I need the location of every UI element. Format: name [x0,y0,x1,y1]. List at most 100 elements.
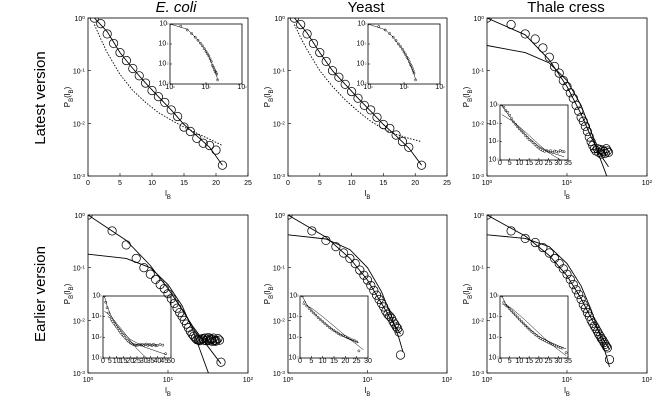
data-point [327,66,338,76]
data-point [391,322,401,332]
inset-x-tick-label: 101 [201,84,211,91]
inset-fit-curve [368,24,416,80]
fit-curve-solid [487,234,610,368]
x-tick-label: 20 [212,180,220,187]
inset-data-point [343,335,347,338]
inset-data-point [124,337,128,341]
inset-data-point [135,343,139,347]
inset-data-point [357,349,361,353]
inset-data-point [138,343,142,346]
fit-curve-dotted [93,24,223,146]
inset-plot-area [500,296,568,356]
inset-x-tick-label: 102 [435,84,445,91]
inset-data-point [126,338,129,342]
data-point [584,132,594,142]
data-point [145,269,155,279]
plot-area [487,215,615,368]
data-point [213,334,223,344]
data-point [520,233,530,243]
data-point [366,280,376,290]
plot-area [487,18,614,176]
inset-data-point [132,343,136,347]
inset-data-point [341,334,345,338]
inset-data-point [529,139,533,143]
data-point [359,100,369,110]
y-tick-label: 10-1 [273,264,285,273]
inset-x-tick-label: 0 [101,358,105,365]
x-tick-label: 5 [118,180,122,187]
data-point [134,71,144,81]
inset-data-point [153,343,157,347]
inset-plot-area [103,296,167,358]
inset-plot-area [300,296,364,353]
data-point [347,87,357,97]
inset-x-tick-label: 0 [498,160,502,167]
x-tick-label: 25 [244,180,252,187]
data-point [185,126,195,137]
plot-frame [287,17,448,177]
x-tick-label: 25 [443,180,451,187]
column-title-ecoli: E. coli [156,0,198,16]
fit-curve-dotted [293,24,422,143]
inset-data-point [411,69,415,73]
inset-frame [499,295,569,359]
data-point [205,140,215,151]
data-point [578,116,588,126]
data-point [153,92,163,102]
data-point [603,147,614,157]
panel-latest-ecoli: 0 5 10 15 20 25 100 10-1 10-2 10-3 lB PB(lB) 100 10-1… [63,15,252,202]
data-point [350,258,360,269]
data-point [121,56,131,66]
data-point [288,215,293,220]
inset-fit-curve-secondary [501,303,567,356]
inset-data-point [545,340,548,343]
inset-data-point [179,24,183,28]
inset-x-tick-label: 25 [133,358,141,365]
inset-x-tick-label: 101 [399,84,409,91]
data-point [550,253,560,263]
inset-x-tick-label: 10 [319,358,327,365]
inset-earlier-ecoli: 100 10-1 10-2 10-30 5 10 15 20 25 30 35 40 45 50 [92,293,175,366]
inset-data-point [211,65,215,69]
panels: 0 5 10 15 20 2510010-110-210-3lBPB(lB)10010-1… [63,15,652,399]
data-point [211,145,221,155]
inset-data-point [199,41,202,45]
inset-x-tick-label: 30 [140,358,148,365]
inset-y-tick-label: 10-3 [489,355,500,362]
data-point [565,88,575,98]
inset-y-tick-label: 10-3 [289,355,300,362]
inset-data-point [520,319,523,323]
inset-data-point [108,315,112,319]
fit-curve-secondary [487,215,610,350]
column-title-yeast: Yeast [348,0,386,16]
y-tick-label: 100 [274,212,285,221]
data-point [107,226,117,236]
data-point [147,85,157,96]
inset-data-point [500,105,504,107]
inset-data-point [391,35,395,39]
y-tick-label: 10-3 [273,370,285,379]
inset-data-point [545,149,548,152]
y-axis-label: PB(lB) [263,283,275,304]
inset-data-point [143,343,147,347]
inset-x-tick-label: 102 [237,84,247,91]
plot-frame [87,214,249,374]
data-point [604,355,615,365]
x-tick-label: 10 [348,180,356,187]
inset-x-tick-label: 50 [167,358,175,365]
y-axis-label: PB(lB) [462,283,474,304]
data-point [102,29,112,39]
inset-x-tick-label: 15 [525,160,533,167]
y-tick-label: 10-3 [73,370,85,379]
data-point [369,285,379,295]
inset-data-point [556,150,560,154]
data-point [214,335,225,345]
inset-x-tick-label: 20 [535,160,543,167]
inset-y-tick-label: 10-3 [489,157,500,164]
inset-data-point [117,329,121,333]
x-tick-label: 100 [83,376,94,385]
inset-data-point [551,151,554,154]
inset-x-tick-label: 25 [353,358,361,365]
y-tick-label: 10-3 [73,173,85,182]
